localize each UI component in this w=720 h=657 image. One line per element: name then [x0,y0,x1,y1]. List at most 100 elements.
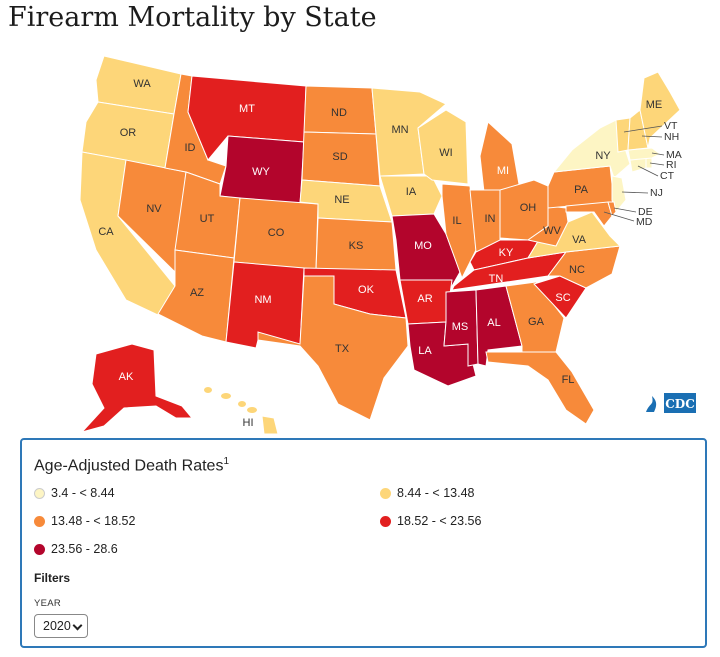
label-wi: WI [439,147,452,159]
state-ia[interactable] [379,175,443,217]
legend-swatch [34,543,45,555]
legend-item-3[interactable]: 13.48 - < 18.52 [34,514,135,528]
label-hi: HI [243,417,254,429]
legend-panel: Age-Adjusted Death Rates1 3.4 - < 8.44 8… [20,438,707,648]
label-mt: MT [239,103,255,115]
legend-item-label: 8.44 - < 13.48 [397,486,475,500]
label-ks: KS [349,240,364,252]
label-sc: SC [555,292,570,304]
label-nm: NM [254,294,271,306]
state-il[interactable] [441,183,477,280]
label-ut: UT [200,213,215,225]
label-ar: AR [417,293,432,305]
page-title: Firearm Mortality by State [8,2,377,33]
map-svg: WA OR CA NV ID MT WY UT AZ CO NM ND SD N… [79,55,682,435]
hi-island [204,387,212,393]
label-wy: WY [252,166,270,178]
label-mo: MO [414,240,432,252]
label-in: IN [485,213,496,225]
legend-swatch [380,515,391,527]
us-choropleth-map: WA OR CA NV ID MT WY UT AZ CO NM ND SD N… [0,42,720,442]
label-ny: NY [595,150,611,162]
leader-nh [641,135,663,138]
year-select-value: 2020 [43,619,71,633]
legend-footnote: 1 [223,456,230,467]
state-wi[interactable] [417,109,469,185]
leader-ct [637,165,659,177]
state-mi[interactable] [479,121,521,193]
label-il: IL [452,215,461,227]
hi-island [247,407,257,413]
label-ok: OK [358,284,375,296]
legend-item-label: 23.56 - 28.6 [51,542,118,556]
label-ia: IA [406,186,417,198]
label-ca: CA [98,226,114,238]
legend-item-label: 3.4 - < 8.44 [51,486,115,500]
legend-swatch [380,487,391,499]
state-mo[interactable] [391,213,461,287]
state-nj[interactable] [611,175,627,214]
state-ak[interactable] [80,343,194,433]
label-nh: NH [664,131,679,143]
leader-ma [651,152,665,156]
leader-ri [649,162,665,166]
label-mi: MI [497,165,509,177]
label-va: VA [572,234,587,246]
legend-item-5[interactable]: 23.56 - 28.6 [34,542,118,556]
cdc-logo-box [664,393,696,413]
label-me: ME [646,99,663,111]
label-ri: RI [666,159,677,171]
label-az: AZ [190,287,204,299]
label-de: DE [638,206,653,218]
label-wa: WA [133,78,151,90]
label-wv: WV [543,225,561,237]
state-tx[interactable] [257,275,409,421]
label-oh: OH [520,202,537,214]
leader-md [603,211,635,222]
label-mn: MN [391,124,408,136]
legend-swatch [34,487,45,499]
label-or: OR [120,127,137,139]
legend-swatch [34,515,45,527]
legend-title: Age-Adjusted Death Rates1 [34,456,229,475]
state-me[interactable] [639,71,681,149]
legend-item-2[interactable]: 8.44 - < 13.48 [380,486,475,500]
label-ky: KY [499,247,514,259]
label-tx: TX [335,343,350,355]
legend-title-text: Age-Adjusted Death Rates [34,457,224,475]
hawaii-islands [204,387,279,435]
label-md: MD [636,216,653,228]
year-select[interactable]: 2020 [34,614,88,638]
label-la: LA [418,345,432,357]
chevron-down-icon [72,620,83,631]
label-ma: MA [666,149,682,161]
label-sd: SD [332,151,347,163]
cdc-logo-text: CDC [665,397,695,411]
hi-island [238,401,246,407]
label-co: CO [268,227,285,239]
label-ga: GA [528,316,545,328]
label-nd: ND [331,107,347,119]
label-nc: NC [569,264,585,276]
legend-item-label: 18.52 - < 23.56 [397,514,482,528]
year-label: YEAR [34,598,62,609]
hhs-eagle-icon [646,396,657,412]
cdc-logo: CDC [646,393,696,413]
label-ak: AK [119,371,134,383]
state-de[interactable] [607,201,617,217]
legend-item-1[interactable]: 3.4 - < 8.44 [34,486,115,500]
leader-de [613,207,637,213]
label-ct: CT [660,170,675,182]
legend-item-4[interactable]: 18.52 - < 23.56 [380,514,481,528]
leader-vt [623,125,663,133]
label-pa: PA [574,184,589,196]
state-hi[interactable] [261,415,279,435]
filters-heading: Filters [34,571,71,585]
label-fl: FL [562,374,575,386]
legend-item-label: 13.48 - < 18.52 [51,514,136,528]
state-va[interactable] [527,211,622,259]
leader-nj [621,191,649,194]
label-ne: NE [334,194,349,206]
state-fl[interactable] [485,351,595,425]
label-nv: NV [146,203,162,215]
